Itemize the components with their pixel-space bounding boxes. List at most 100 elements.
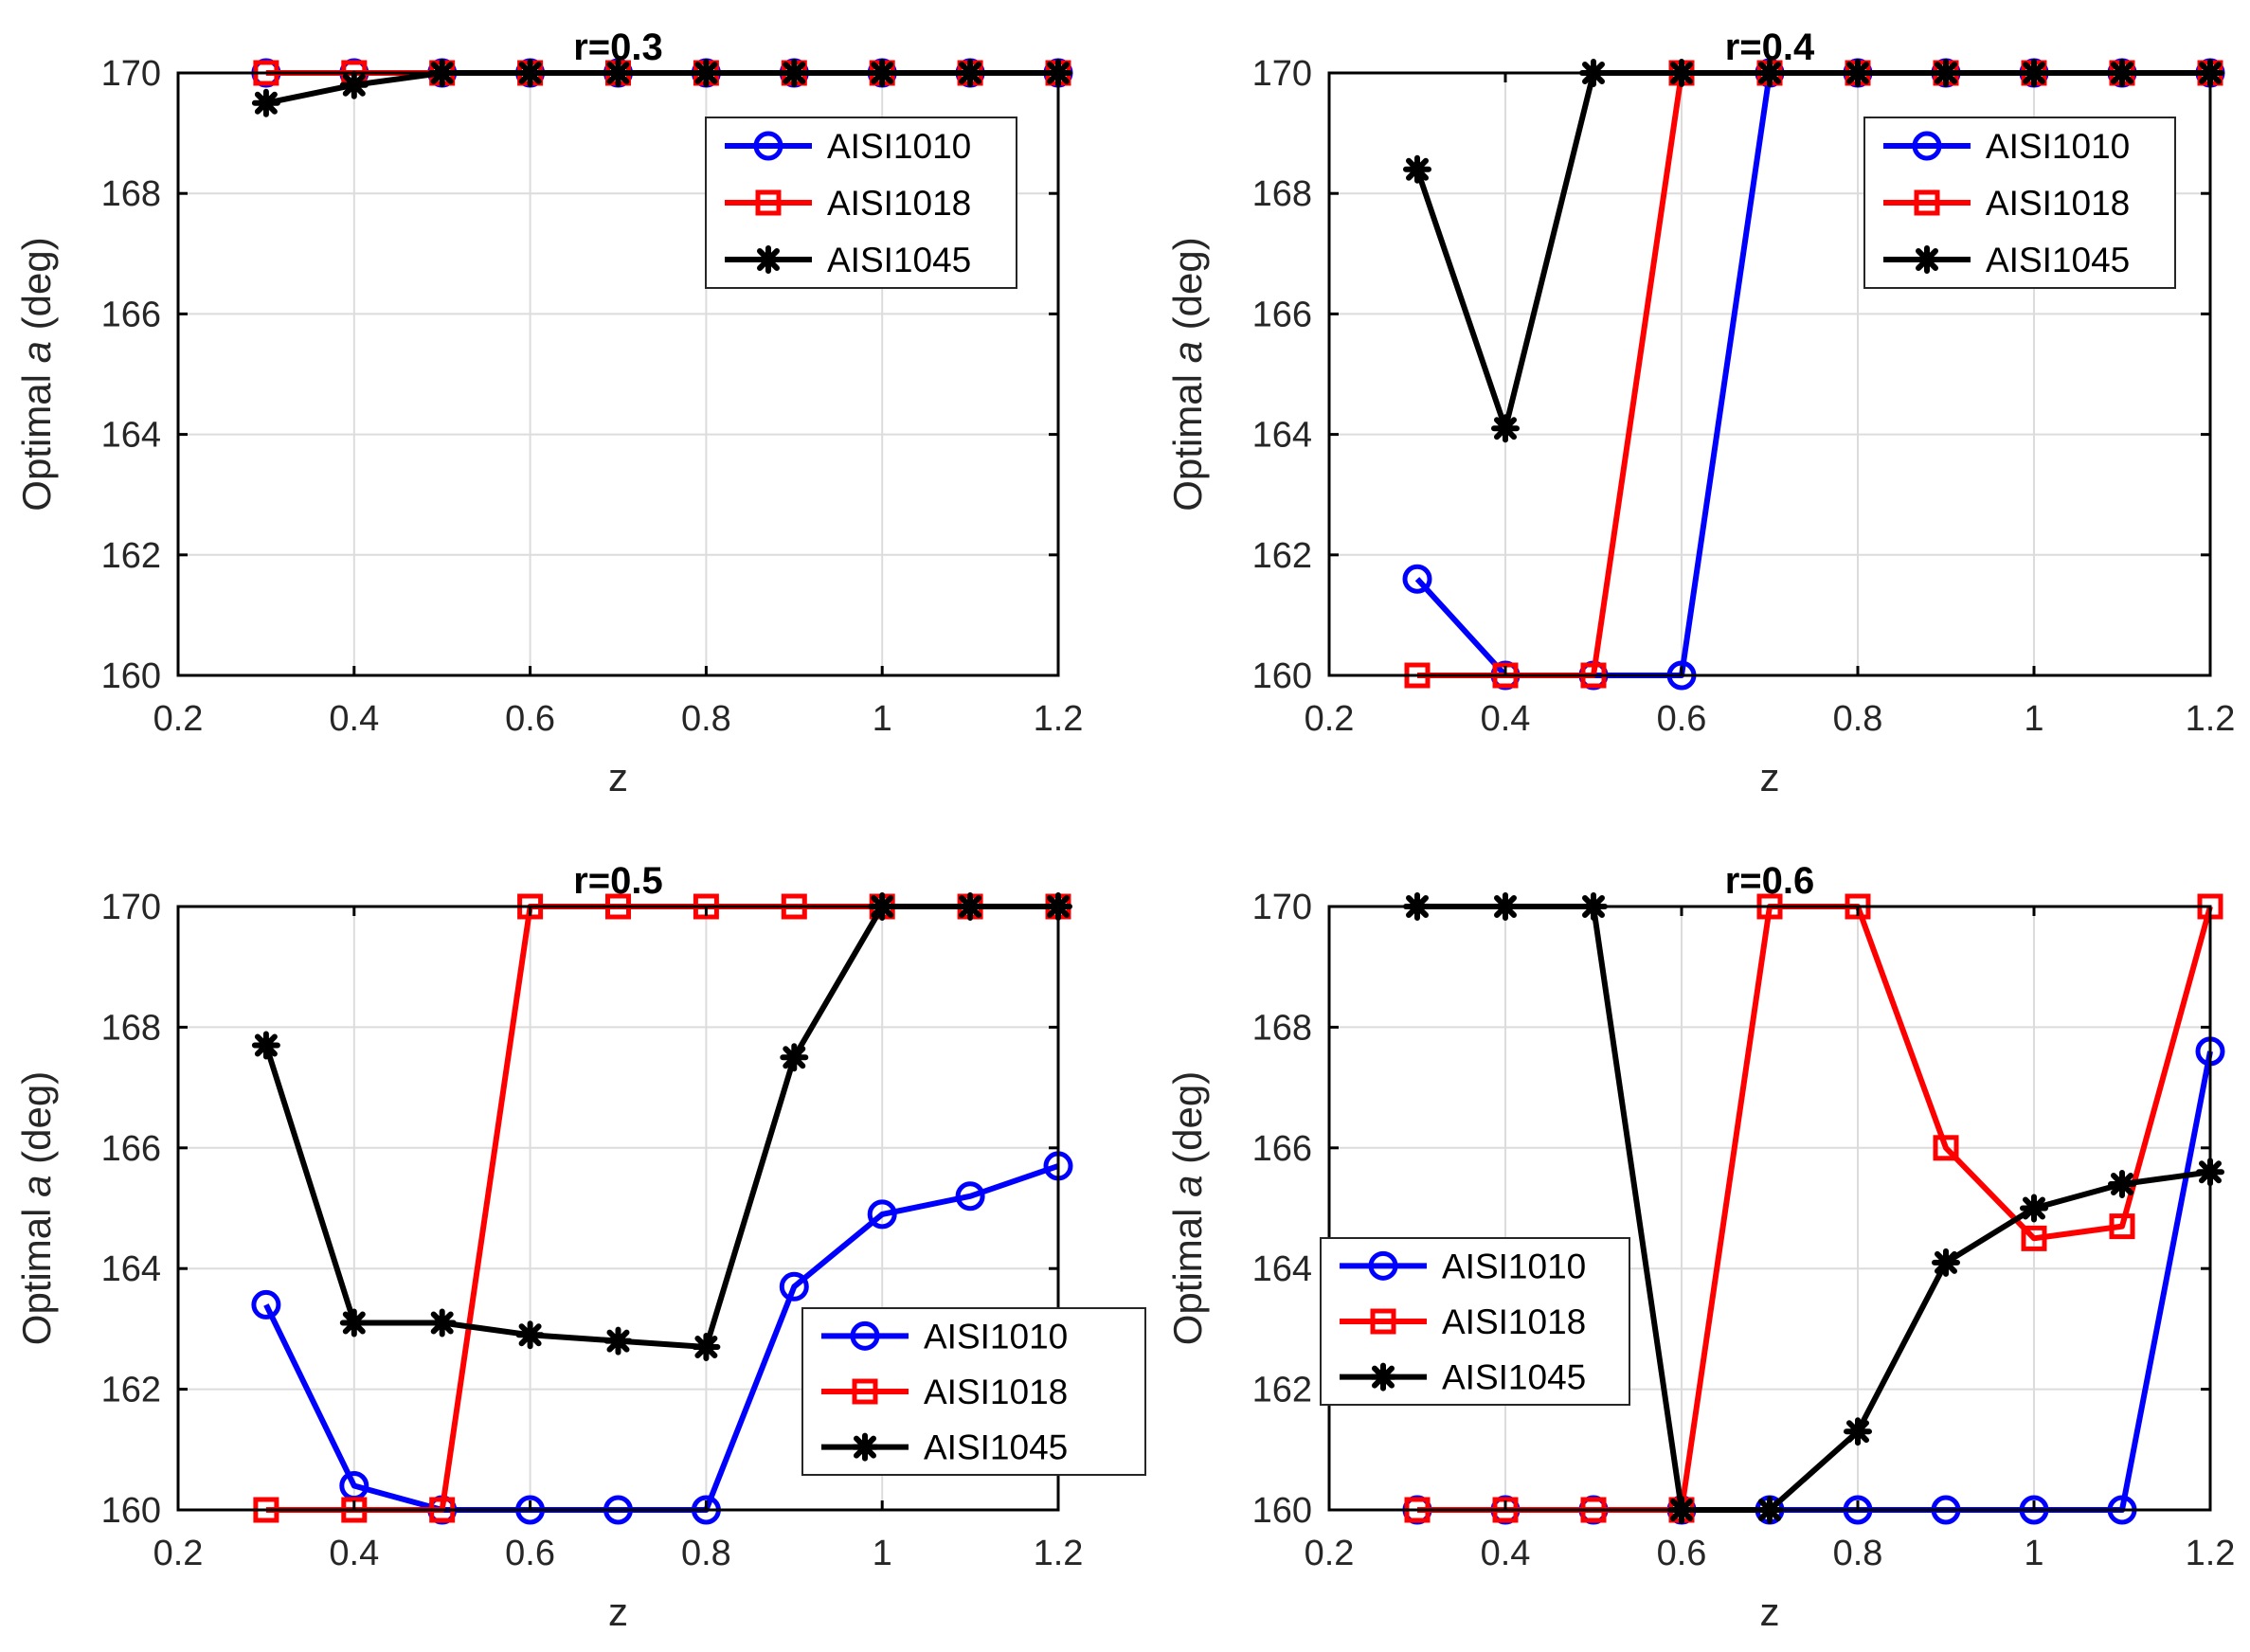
y-tick-label: 166 [1252,1129,1312,1169]
x-tick-label: 0.6 [505,699,555,739]
legend: AISI1010 AISI1018 AISI1045 [705,117,1017,289]
chart-title: r=0.3 [573,27,663,68]
legend-label: AISI1010 [827,127,971,166]
x-tick-label: 0.6 [1657,1534,1707,1573]
chart-panel-4: 0.2 0.4 0.6 0.8 1 1.2 160 162 164 166 168 170 r=0.6 z… [1165,860,2235,1634]
data-point-AISI1010 [955,1181,985,1212]
legend: AISI1010 AISI1018 AISI1045 [801,1307,1146,1476]
chart-title: r=0.4 [1725,27,1815,68]
y-tick-label: 170 [101,54,161,94]
x-tick-label: 0.6 [505,1534,555,1573]
data-point-AISI1045 [251,88,280,117]
y-axis-label: Optimal a (deg) [1165,1071,1210,1345]
legend-entry-AISI1018: AISI1018 [1340,1302,1586,1341]
legend-label: AISI1018 [924,1373,1068,1411]
data-point-AISI1045 [692,1333,721,1362]
legend-marker [755,189,782,216]
y-axis-label-prefix: Optimal [1165,363,1210,511]
legend-entry-AISI1010: AISI1010 [1340,1247,1586,1285]
y-tick-label: 160 [1252,656,1312,696]
legend-marker [852,1378,878,1405]
x-tick-label: 0.2 [1305,1534,1355,1573]
data-point-AISI1045 [1844,1417,1872,1446]
legend-marker [851,1432,879,1462]
y-axis-label: Optimal a (deg) [14,1071,59,1345]
legend-entry-AISI1018: AISI1018 [821,1373,1068,1411]
y-axis-label-suffix: (deg) [14,1071,59,1176]
data-point-AISI1045 [780,1043,809,1072]
legend-marker [1370,1308,1396,1335]
x-axis-label: z [1760,1589,1780,1634]
y-tick-label: 170 [101,888,161,927]
x-tick-label: 0.4 [1481,1534,1531,1573]
axes-frame [1327,905,2212,1512]
y-tick-label: 170 [1252,54,1312,94]
y-tick-label: 160 [101,656,161,696]
legend-label: AISI1018 [1442,1302,1586,1341]
legend-entry-AISI1018: AISI1018 [725,184,971,223]
x-tick-label: 0.6 [1657,699,1707,739]
y-axis-label-var: a [1165,341,1210,363]
legend-marker [1369,1362,1397,1392]
data-point-AISI1045 [339,70,369,99]
chart-panel-2: 0.2 0.4 0.6 0.8 1 1.2 160 162 164 166 168 170 r=0.4 z… [1165,27,2235,799]
legend-label: AISI1045 [924,1428,1068,1467]
data-point-AISI1045 [515,1320,545,1350]
x-tick-label: 0.4 [329,1534,379,1573]
chart-panel-1: 0.2 0.4 0.6 0.8 1 1.2 160 162 164 166 168 170 r=0.3 z… [14,27,1083,799]
y-tick-label: 162 [101,1371,161,1410]
data-point-AISI1018 [2021,1225,2047,1251]
legend-marker [753,131,783,161]
y-tick-label: 162 [1252,536,1312,576]
legend-label: AISI1018 [1986,184,2130,223]
legend-marker [1913,245,1941,274]
x-tick-label: 1.2 [2186,1534,2236,1573]
x-tick-label: 1 [2024,1534,2043,1573]
legend-label: AISI1010 [1442,1247,1586,1285]
legend-label: AISI1045 [1442,1358,1586,1397]
y-tick-label: 162 [101,536,161,576]
x-tick-label: 0.2 [153,699,204,739]
y-tick-label: 164 [1252,1249,1312,1289]
legend-label: AISI1045 [827,241,971,279]
x-tick-label: 1.2 [2186,699,2236,739]
y-tick-label: 160 [101,1491,161,1531]
legend-entry-AISI1045: AISI1045 [725,241,971,279]
y-tick-label: 170 [1252,888,1312,927]
legend-marker [1912,131,1942,161]
y-tick-label: 164 [101,416,161,456]
data-point-AISI1045 [427,1308,457,1338]
data-point-AISI1045 [251,1031,280,1060]
y-axis-label-var: a [1165,1175,1210,1196]
y-axis-label-var: a [14,341,59,363]
data-point-AISI1045 [2108,1170,2136,1199]
x-tick-label: 1 [2024,699,2043,739]
x-tick-label: 0.8 [681,1534,731,1573]
y-tick-label: 162 [1252,1371,1312,1410]
legend-entry-AISI1045: AISI1045 [1883,241,2130,279]
y-tick-label: 166 [101,1129,161,1169]
data-point-AISI1045 [1932,1248,1960,1277]
x-tick-label: 0.4 [329,699,379,739]
x-tick-label: 0.2 [153,1534,204,1573]
y-tick-label: 166 [101,295,161,334]
chart-title: r=0.5 [573,860,663,902]
x-axis-label: z [608,755,628,799]
y-axis-label-suffix: (deg) [14,237,59,341]
axes-frame [1327,71,2212,677]
y-axis-label-prefix: Optimal [1165,1197,1210,1345]
data-point-AISI1045 [2020,1194,2048,1223]
x-tick-label: 1 [873,1534,892,1573]
data-point-AISI1010 [779,1271,809,1302]
legend-entry-AISI1018: AISI1018 [1883,184,2130,223]
y-tick-label: 166 [1252,295,1312,334]
y-tick-label: 168 [1252,174,1312,214]
y-tick-label: 160 [1252,1491,1312,1531]
y-tick-label: 164 [1252,416,1312,456]
x-tick-label: 0.2 [1305,699,1355,739]
legend-marker [1368,1250,1398,1281]
legend-marker [754,245,783,274]
x-tick-label: 1.2 [1034,1534,1084,1573]
data-point-AISI1010 [1402,564,1432,594]
